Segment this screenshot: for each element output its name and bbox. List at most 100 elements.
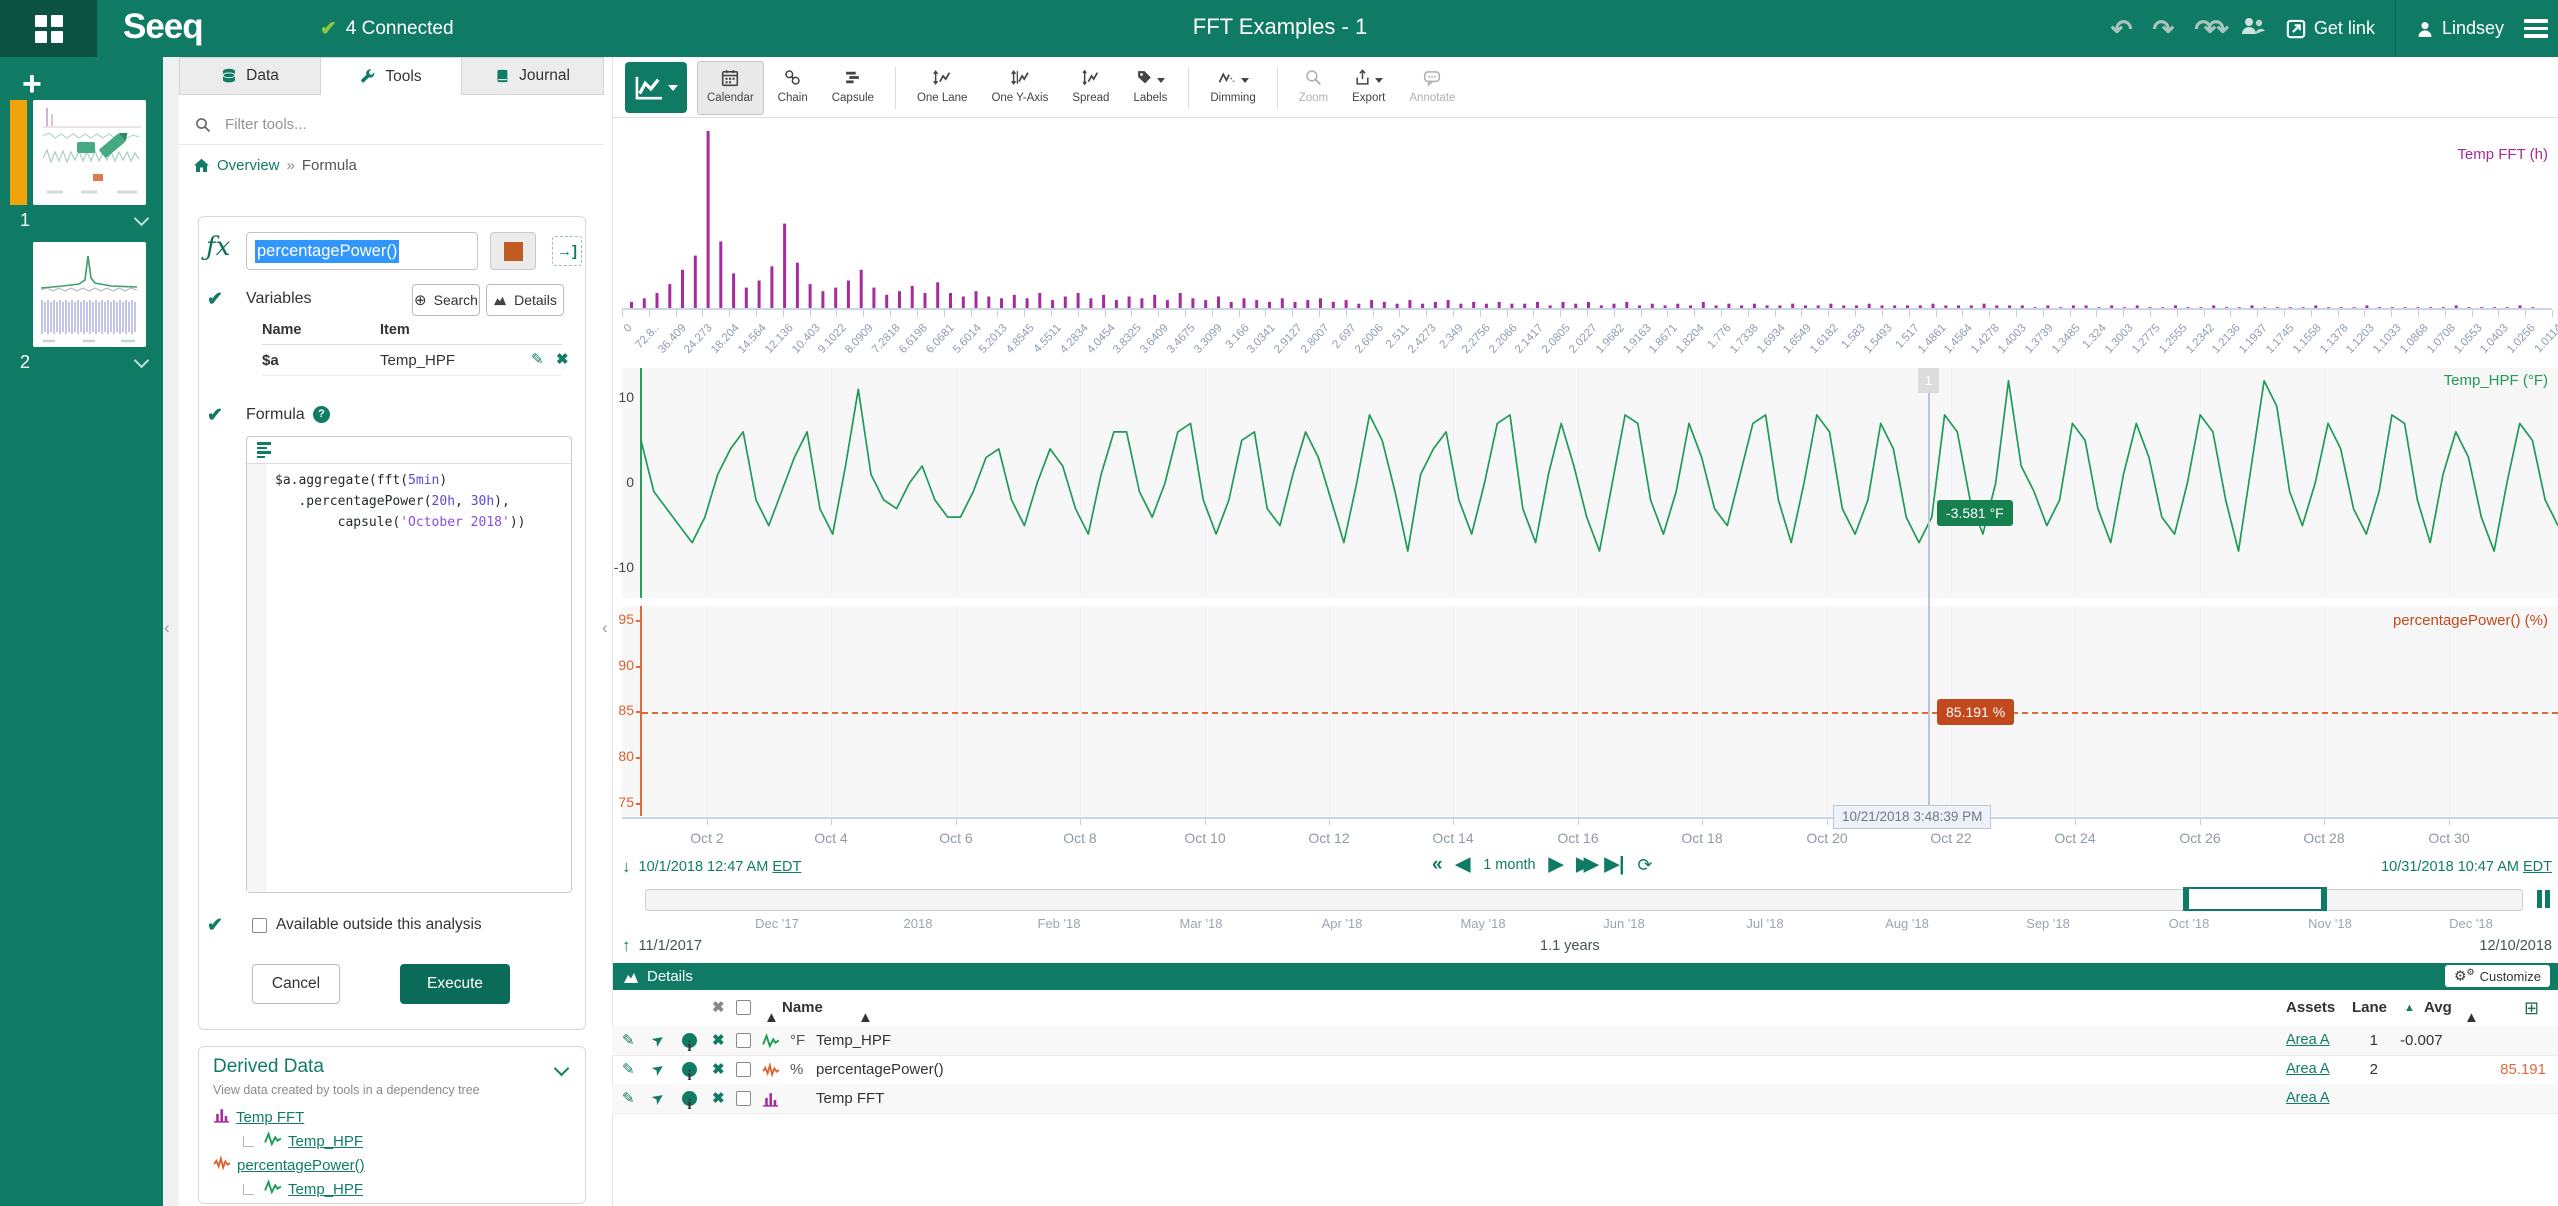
details-row-percentagePower-[interactable]: ✎ ➤ i ✖% percentagePower() Area A 2 85.191 (612, 1055, 2558, 1085)
connection-status[interactable]: ✔ 4 Connected (320, 16, 454, 41)
execute-button[interactable]: Execute (400, 964, 510, 1004)
selection-left-handle[interactable] (2185, 889, 2189, 909)
temp-hpf-line-chart[interactable] (641, 368, 2558, 598)
derived-item-link[interactable]: Temp_HPF (288, 1180, 364, 1198)
variable-details-button[interactable]: Details (486, 284, 564, 316)
percentagepower-y-axis[interactable] (640, 606, 642, 816)
details-col-assets[interactable]: Assets (2286, 999, 2336, 1016)
timeline-selection-window[interactable] (2183, 887, 2327, 911)
temp-hpf-lane-label[interactable]: Temp_HPF (°F) (2443, 372, 2548, 389)
item-name[interactable]: Temp FFT (816, 1090, 885, 1107)
toolbar-button-export[interactable]: Export (1342, 61, 1395, 115)
item-name[interactable]: Temp_HPF (816, 1032, 892, 1049)
filter-tools-input[interactable] (223, 115, 527, 134)
details-col-lane[interactable]: Lane (2352, 999, 2388, 1016)
derived-item-link[interactable]: percentagePower() (237, 1156, 365, 1174)
percentagepower-dashed-line[interactable] (642, 712, 2558, 714)
breadcrumb-overview-link[interactable]: Overview (217, 157, 280, 174)
edit-item-icon[interactable]: ✎ (622, 1090, 635, 1107)
toolbar-button-capsule[interactable]: Capsule (822, 61, 884, 115)
worksheet-thumbnail-1[interactable] (33, 100, 146, 205)
row-checkbox[interactable] (736, 1033, 751, 1048)
toolbar-button-dimming[interactable]: Dimming (1200, 61, 1265, 115)
toolbar-button-spread[interactable]: Spread (1062, 61, 1119, 115)
edit-item-icon[interactable]: ✎ (622, 1061, 635, 1078)
range-start-tz[interactable]: EDT (772, 859, 802, 875)
auto-update-icon[interactable] (2531, 888, 2556, 910)
move-to-icon[interactable]: →] (552, 236, 582, 266)
asset-link[interactable]: Area A (2286, 1090, 2330, 1106)
asset-link[interactable]: Area A (2286, 1032, 2330, 1048)
color-swatch-button[interactable] (490, 232, 536, 270)
remove-all-x-icon[interactable]: ✖ (712, 999, 725, 1016)
toolbar-button-one-y-axis[interactable]: One Y-Axis (981, 61, 1058, 115)
range-start-label[interactable]: 10/1/2018 12:47 AM EDT (638, 859, 802, 875)
navigate-item-icon[interactable]: ➤ (648, 1087, 669, 1110)
workbook-title[interactable]: FFT Examples - 1 (1192, 14, 1368, 39)
range-end-label[interactable]: 10/31/2018 10:47 AM EDT (2381, 859, 2552, 875)
fft-lane-label[interactable]: Temp FFT (h) (2457, 146, 2548, 163)
details-col-name[interactable]: Name (782, 999, 823, 1016)
available-outside-checkbox[interactable] (252, 918, 267, 933)
row-checkbox[interactable] (736, 1091, 751, 1106)
home-icon[interactable] (193, 158, 210, 173)
undo-icon[interactable]: ↶ (2110, 13, 2133, 44)
formula-name-input[interactable]: percentagePower() (246, 232, 478, 270)
percentagepower-lane-label[interactable]: percentagePower() (%) (2392, 612, 2548, 629)
remove-item-x-icon[interactable]: ✖ (712, 1032, 725, 1049)
derived-item-link[interactable]: Temp FFT (236, 1108, 305, 1126)
worksheet-thumbnail-2[interactable] (33, 242, 146, 347)
investigate-end-date[interactable]: 12/10/2018 (2479, 938, 2552, 954)
selection-right-handle[interactable] (2321, 889, 2325, 909)
cancel-button[interactable]: Cancel (252, 964, 340, 1004)
investigate-start-arrow-icon[interactable]: ↑ (622, 936, 631, 955)
navigate-item-icon[interactable]: ➤ (648, 1029, 669, 1052)
user-menu[interactable]: Lindsey (2416, 18, 2504, 39)
derived-tree-item[interactable]: Temp_HPF (213, 1129, 365, 1153)
users-icon[interactable] (2240, 16, 2266, 41)
add-worksheet-button[interactable]: + (22, 65, 42, 103)
collapse-worksheet-panel-handle[interactable]: ‹ (164, 618, 170, 637)
derived-tree-item[interactable]: percentagePower() (213, 1153, 365, 1177)
derived-collapse-chevron-icon[interactable] (553, 1060, 570, 1077)
remove-variable-x-icon[interactable]: ✖ (556, 351, 569, 368)
details-row-Temp-HPF[interactable]: ✎ ➤ i ✖ °F Temp_HPF Area A 1 -0.007 (612, 1026, 2558, 1056)
row-checkbox[interactable] (736, 1062, 751, 1077)
hamburger-menu-icon[interactable] (2524, 19, 2548, 38)
worksheet-1-chevron-down-icon[interactable] (133, 210, 150, 227)
tab-journal[interactable]: Journal (461, 57, 604, 95)
formula-help-icon[interactable]: ? (313, 406, 330, 423)
refresh-icon[interactable]: ⟳ (1637, 855, 1653, 875)
add-column-icon[interactable]: ⊞ (2524, 998, 2540, 1018)
toolbar-button-chain[interactable]: Chain (768, 61, 818, 115)
redo-icon[interactable]: ↷ (2152, 13, 2175, 44)
step-forward-double-icon[interactable]: ▶▶ (1576, 854, 1598, 875)
asset-link[interactable]: Area A (2286, 1061, 2330, 1077)
toolbar-button-one-lane[interactable]: One Lane (907, 61, 978, 115)
investigate-duration[interactable]: 1.1 years (1540, 938, 1600, 954)
derived-item-link[interactable]: Temp_HPF (288, 1132, 364, 1150)
step-duration-label[interactable]: 1 month (1483, 857, 1536, 873)
formula-editor[interactable]: $a.aggregate(fft(5min) .percentagePower(… (246, 436, 572, 893)
redo-all-icon[interactable]: ↷↷ (2194, 13, 2228, 44)
details-col-avg[interactable]: Avg (2424, 999, 2452, 1016)
item-name[interactable]: percentagePower() (816, 1061, 944, 1078)
collapse-tools-panel-handle[interactable]: ‹ (602, 618, 608, 637)
step-back-double-icon[interactable]: « (1432, 854, 1443, 875)
step-to-end-icon[interactable]: ▶| (1604, 854, 1625, 875)
customize-button[interactable]: ⚙⚙ Customize (2444, 965, 2550, 987)
tab-data[interactable]: Data (179, 57, 321, 95)
chart-type-button[interactable] (625, 62, 687, 113)
tab-tools[interactable]: Tools (320, 57, 462, 95)
range-end-tz[interactable]: EDT (2523, 859, 2552, 875)
edit-item-icon[interactable]: ✎ (622, 1032, 635, 1049)
variable-search-button[interactable]: ⊕ Search (412, 284, 480, 316)
step-forward-icon[interactable]: ▶ (1548, 854, 1564, 875)
derived-tree-item[interactable]: Temp_HPF (213, 1177, 365, 1201)
range-start-arrow-icon[interactable]: ↓ (622, 857, 631, 876)
edit-variable-pencil-icon[interactable]: ✎ (531, 351, 544, 368)
format-lines-icon[interactable] (257, 442, 271, 458)
remove-item-x-icon[interactable]: ✖ (712, 1061, 725, 1078)
toolbar-button-labels[interactable]: Labels (1123, 61, 1177, 115)
temp-hpf-y-axis[interactable] (640, 368, 642, 598)
